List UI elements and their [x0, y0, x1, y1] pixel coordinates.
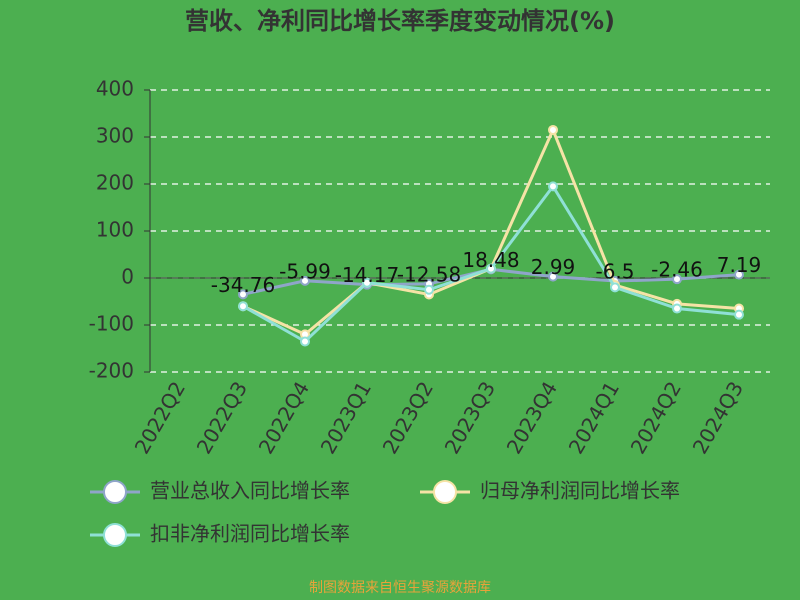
x-tick-label: 2023Q4: [502, 377, 562, 458]
data-label: 18.48: [462, 248, 519, 272]
y-tick-label: 0: [121, 265, 134, 289]
data-label: -14.17: [335, 263, 399, 287]
data-label: -2.46: [651, 258, 703, 282]
data-point: [486, 263, 496, 274]
data-point: [672, 274, 682, 285]
legend-marker: [103, 480, 127, 504]
data-label: -6.5: [595, 260, 634, 284]
data-point: [238, 301, 248, 312]
data-point: [548, 271, 558, 282]
data-point: [548, 124, 558, 135]
data-point: [300, 275, 310, 286]
x-tick-label: 2023Q3: [440, 377, 500, 458]
data-label: -34.76: [211, 273, 275, 297]
data-label: 2.99: [531, 255, 576, 279]
legend-label: 扣非净利润同比增长率: [150, 522, 350, 546]
x-tick-label: 2024Q1: [564, 377, 624, 458]
y-tick-label: -100: [89, 312, 134, 336]
data-point: [548, 181, 558, 192]
x-tick-label: 2023Q2: [378, 377, 438, 458]
y-tick-label: -200: [89, 359, 134, 383]
x-tick-label: 2022Q2: [130, 377, 190, 458]
y-tick-label: 400: [96, 77, 134, 101]
x-tick-label: 2023Q1: [316, 377, 376, 458]
source-note: 制图数据来自恒生聚源数据库: [309, 580, 491, 596]
data-label: -5.99: [279, 259, 331, 283]
x-tick-label: 2022Q4: [254, 377, 314, 458]
x-tick-label: 2024Q3: [688, 377, 748, 458]
legend-label: 营业总收入同比增长率: [150, 479, 350, 503]
y-tick-label: 300: [96, 124, 134, 148]
x-tick-label: 2024Q2: [626, 377, 686, 458]
data-label: 7.19: [717, 253, 762, 277]
x-tick-label: 2022Q3: [192, 377, 252, 458]
data-point: [238, 289, 248, 300]
y-tick-label: 200: [96, 171, 134, 195]
data-point: [734, 309, 744, 320]
y-tick-label: 100: [96, 218, 134, 242]
chart-title: 营收、净利同比增长率季度变动情况(%): [185, 7, 615, 35]
legend-marker: [103, 523, 127, 547]
data-point: [362, 277, 372, 288]
data-point: [610, 282, 620, 293]
legend-label: 归母净利润同比增长率: [480, 479, 680, 503]
data-point: [672, 303, 682, 314]
data-point: [734, 269, 744, 280]
data-point: [424, 284, 434, 295]
data-point: [300, 336, 310, 347]
data-label: -12.58: [397, 262, 461, 286]
legend-marker: [433, 480, 457, 504]
